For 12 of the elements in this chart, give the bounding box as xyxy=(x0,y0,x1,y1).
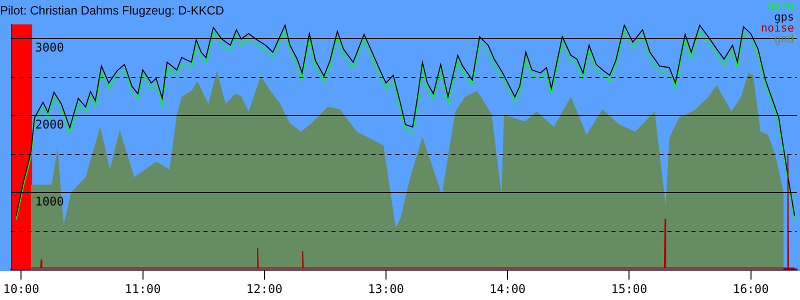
y-tick-label: 3000 xyxy=(35,40,64,54)
x-tick-label: 15:00 xyxy=(611,282,648,296)
y-tick-label: 2000 xyxy=(35,118,64,132)
text: gps xyxy=(774,10,794,24)
chart-title: Pilot: Christian Dahms Flugzeug: D-KKCD xyxy=(0,4,224,18)
x-tick-label: 12:00 xyxy=(246,282,282,296)
text: baro xyxy=(768,0,794,12)
x-tick-label: 13:00 xyxy=(368,282,404,296)
x-tick-label: 16:00 xyxy=(732,282,769,296)
x-tick-label: 10:00 xyxy=(3,282,40,296)
x-tick-label: 11:00 xyxy=(124,282,161,296)
x-tick-label: 14:00 xyxy=(490,282,526,296)
